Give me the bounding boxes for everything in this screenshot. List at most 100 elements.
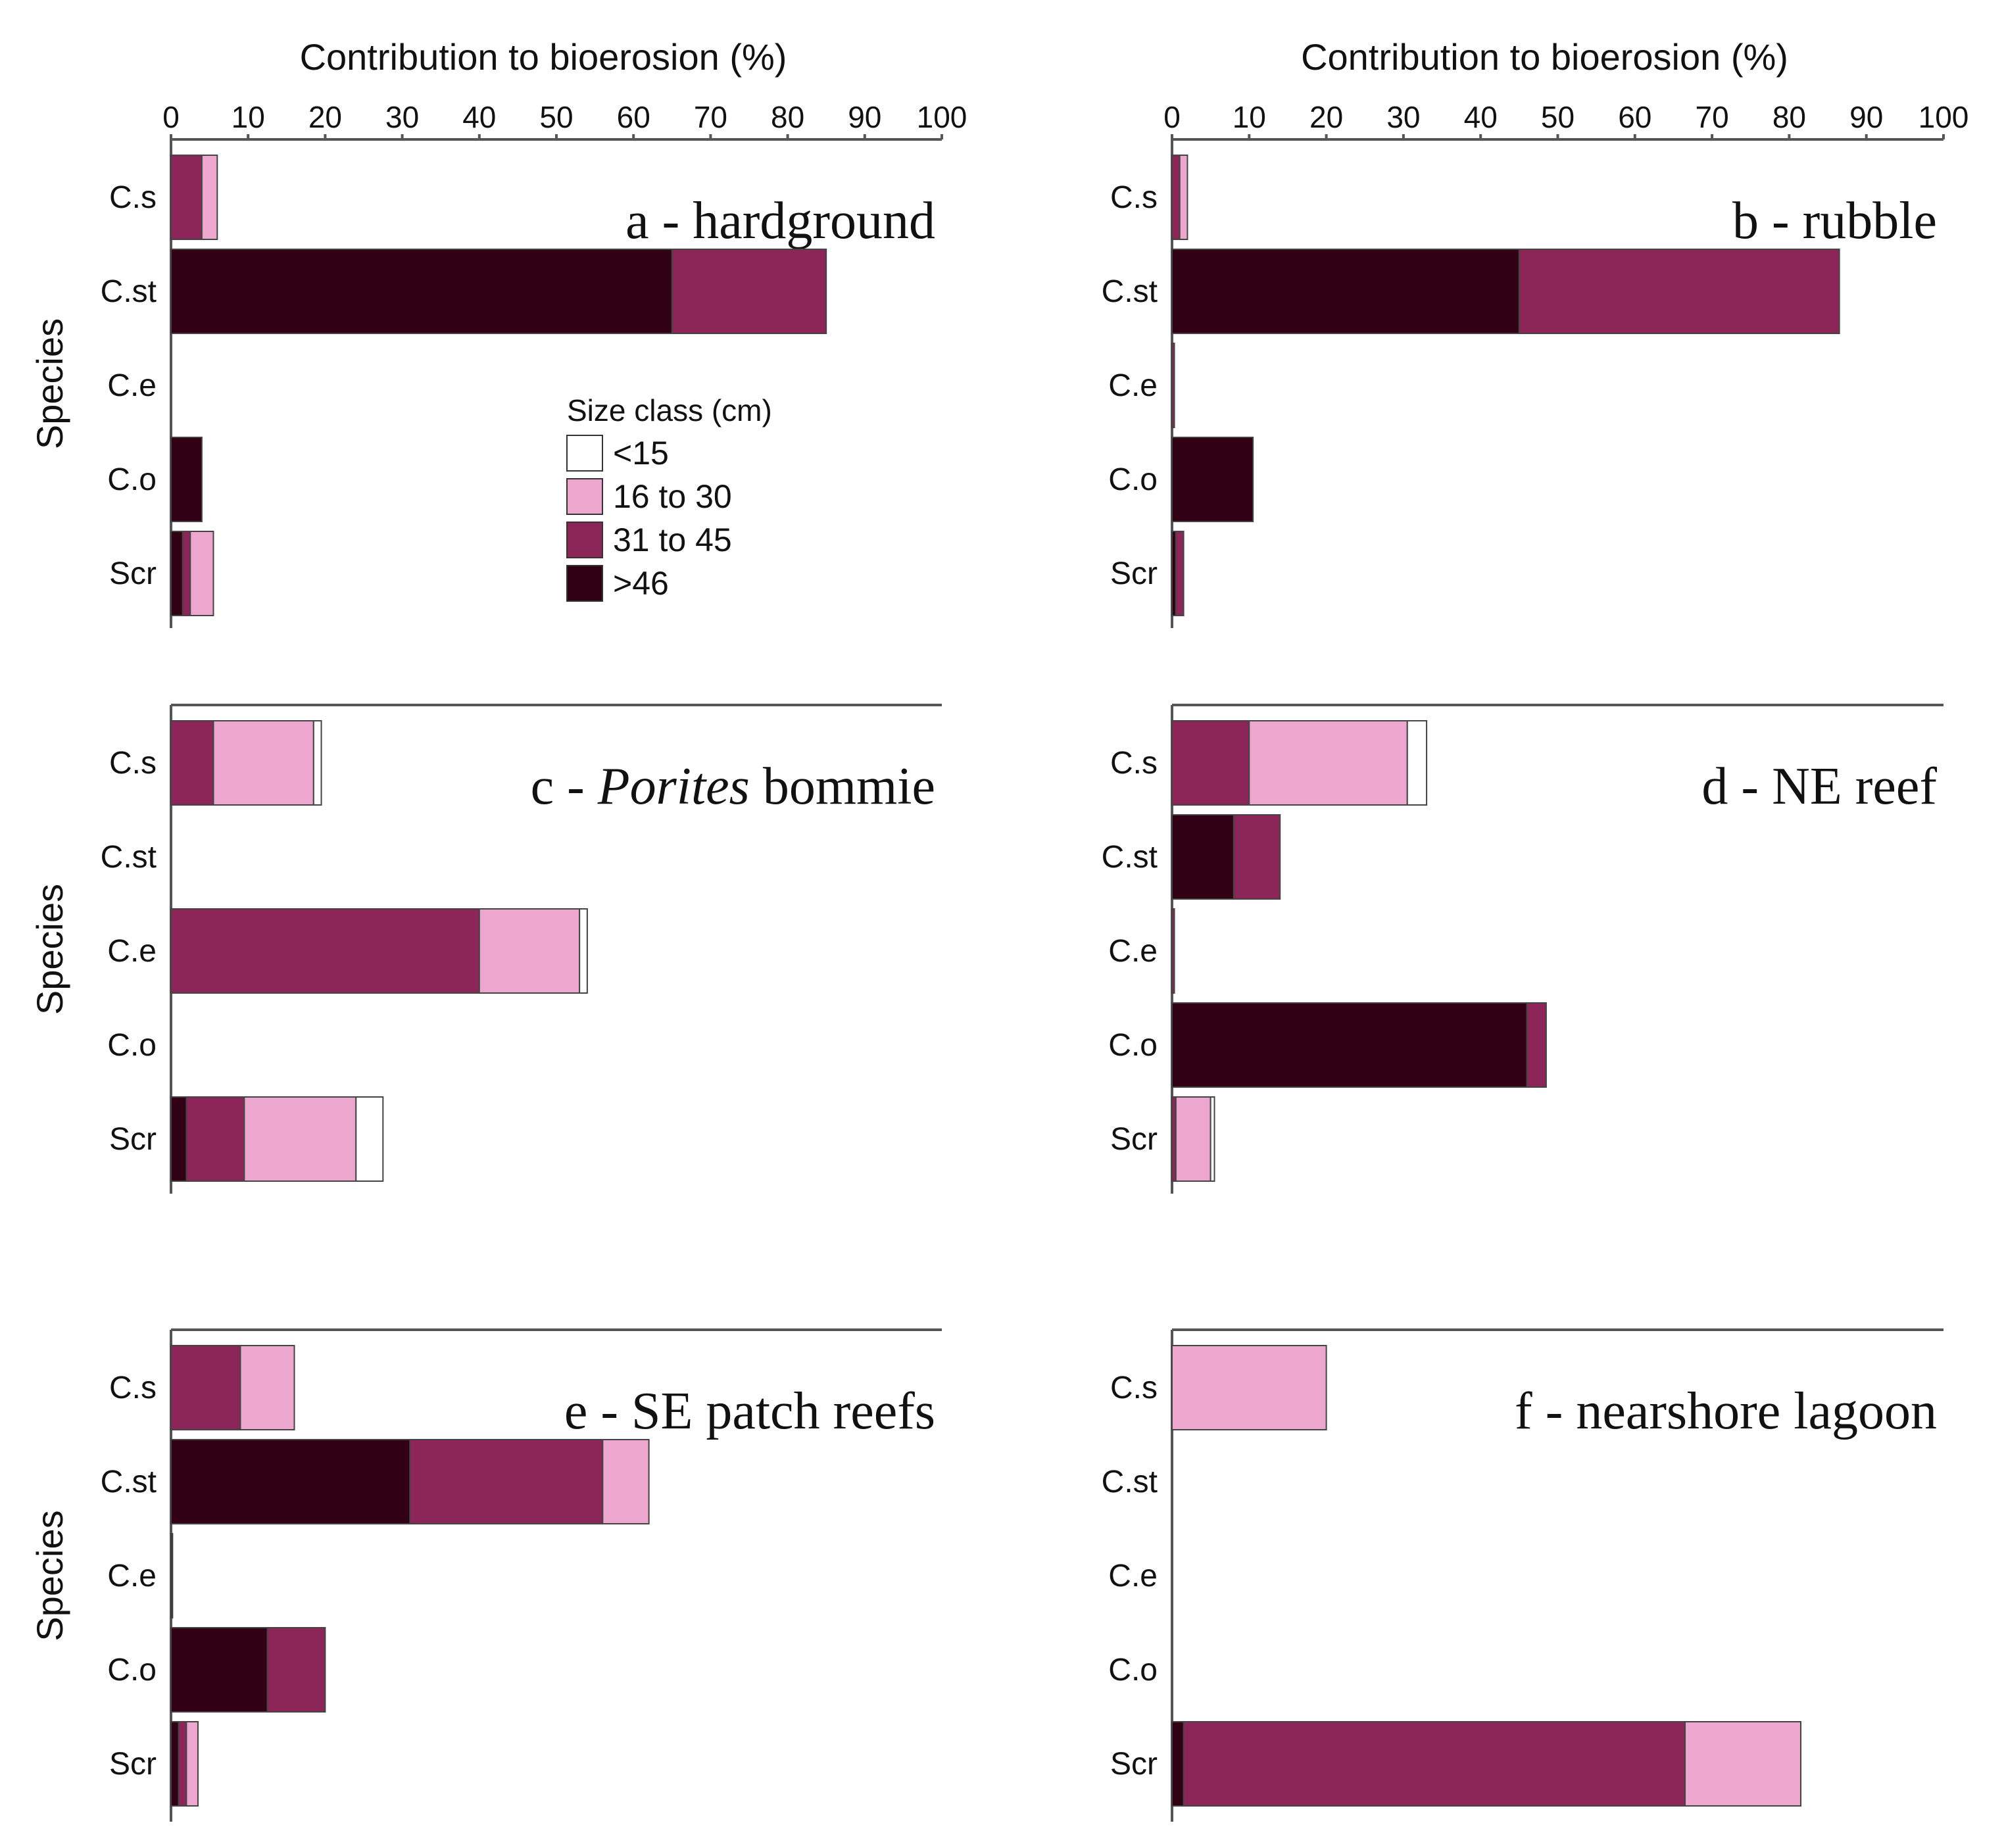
- bar-Scr-s16_30: [1684, 1721, 1801, 1807]
- x-tick-label: 50: [1541, 100, 1575, 134]
- category-label: C.st: [1102, 1465, 1158, 1499]
- panel-title: e - SE patch reefs: [564, 1382, 935, 1440]
- legend-label: >46: [613, 565, 669, 602]
- bar-C.st-s31_45: [671, 249, 827, 334]
- category-label: C.e: [1108, 934, 1158, 969]
- category-label: Scr: [1110, 556, 1158, 591]
- x-tick-label: 20: [1309, 100, 1343, 134]
- bar-C.s-s16_30: [1248, 720, 1408, 806]
- legend-label: <15: [613, 435, 669, 472]
- category-label: C.s: [109, 1371, 157, 1405]
- bar-C.e-s31_45: [1171, 343, 1175, 428]
- category-label: C.o: [107, 462, 157, 497]
- category-label: C.o: [107, 1028, 157, 1063]
- category-label: C.s: [1110, 180, 1158, 215]
- category-label: C.e: [1108, 1559, 1158, 1593]
- bar-C.s-lt15: [1406, 720, 1428, 806]
- bar-C.e-s16_30: [478, 908, 581, 994]
- x-tick-label: 60: [1618, 100, 1651, 134]
- bar-C.o-gt46: [170, 437, 203, 522]
- bar-Scr-gt46: [170, 531, 183, 616]
- bar-Scr-s31_45: [1175, 531, 1185, 616]
- panel-title-prefix: c -: [531, 758, 598, 815]
- category-label: C.o: [1108, 462, 1158, 497]
- legend-label: 31 to 45: [613, 522, 732, 558]
- bar-C.st-gt46: [170, 1439, 411, 1524]
- bar-C.st-gt46: [1171, 249, 1520, 334]
- y-axis-title: Species: [29, 318, 70, 449]
- x-tick-label: 50: [539, 100, 573, 134]
- bar-Scr-gt46: [170, 1096, 187, 1182]
- bar-C.st-gt46: [170, 249, 673, 334]
- category-label: C.e: [107, 368, 157, 403]
- category-label: Scr: [1110, 1122, 1158, 1157]
- panel-f: f - nearshore lagoon C.s C.st C.e C.o Scr: [1102, 1328, 1943, 1822]
- panel-e: Species e - SE patch reefs C.s C.st C.e C.o Sc…: [29, 1328, 942, 1822]
- bar-C.s-s16_30: [201, 155, 218, 240]
- x-tick-label: 100: [1918, 100, 1969, 134]
- x-tick-label: 90: [1849, 100, 1883, 134]
- category-label: Scr: [109, 556, 157, 591]
- bar-C.o-gt46: [1171, 1002, 1528, 1088]
- bar-C.s-s16_30: [1171, 1345, 1327, 1430]
- y-axis-title: Species: [29, 884, 70, 1015]
- bar-C.s-s31_45: [1171, 720, 1250, 806]
- panel-a: 0 10 20 30 40 50 60 70 80 90 100 Contribution to bi…: [29, 36, 967, 628]
- panel-title: a - hardground: [625, 192, 935, 250]
- bar-C.s-s16_30: [239, 1345, 295, 1430]
- bar-C.s-s31_45: [170, 155, 203, 240]
- category-label: Scr: [109, 1747, 157, 1782]
- x-tick-label: 20: [308, 100, 342, 134]
- legend-swatch: [566, 478, 603, 515]
- legend-swatch: [566, 565, 603, 602]
- legend: Size class (cm) <15 16 to 30 31 to 45 >46: [566, 393, 772, 602]
- bar-C.e-gt46: [170, 1533, 174, 1618]
- legend-swatch: [566, 435, 603, 472]
- category-label: C.st: [1102, 274, 1158, 309]
- bar-C.s-s16_30: [212, 720, 314, 806]
- category-label: C.st: [101, 840, 157, 875]
- category-label: C.o: [1108, 1653, 1158, 1688]
- category-label: C.e: [107, 934, 157, 969]
- panel-d: d - NE reef C.s C.st C.e C.o Scr: [1102, 704, 1943, 1194]
- y-axis-title: Species: [29, 1510, 70, 1641]
- x-tick-label: 40: [462, 100, 496, 134]
- x-axis-title: Contribution to bioerosion (%): [1301, 36, 1788, 78]
- bar-Scr-s31_45: [1183, 1721, 1686, 1807]
- bar-C.s-lt15: [312, 720, 322, 806]
- bar-C.st-s31_45: [1518, 249, 1840, 334]
- bar-C.e-s31_45: [1171, 908, 1175, 994]
- bar-Scr-gt46: [1171, 1721, 1185, 1807]
- bar-C.s-s16_30: [1179, 155, 1188, 240]
- bar-C.s-s31_45: [170, 720, 214, 806]
- panel-title-rest: bommie: [750, 758, 935, 815]
- panel-title: d - NE reef: [1701, 758, 1937, 815]
- x-tick-label: 30: [385, 100, 419, 134]
- x-tick-label: 0: [1163, 100, 1181, 134]
- category-label: C.e: [1108, 368, 1158, 403]
- x-tick-label: 40: [1464, 100, 1498, 134]
- bar-C.o-gt46: [170, 1627, 268, 1713]
- category-label: C.s: [1110, 1371, 1158, 1405]
- panel-c: Species c - Porites bommie C.s C.st C.e C.o Sc…: [29, 704, 942, 1194]
- bar-C.e-s31_45: [170, 908, 480, 994]
- x-tick-label: 70: [694, 100, 727, 134]
- bar-Scr-gt46: [170, 1721, 180, 1807]
- bar-C.st-gt46: [1171, 814, 1234, 900]
- x-tick-label: 80: [771, 100, 804, 134]
- x-tick-label: 90: [848, 100, 881, 134]
- category-label: Scr: [1110, 1747, 1158, 1782]
- x-tick-label: 30: [1386, 100, 1420, 134]
- bar-Scr-s16_30: [243, 1096, 357, 1182]
- bar-C.s-s31_45: [1171, 155, 1181, 240]
- category-label: C.s: [109, 180, 157, 215]
- category-label: C.st: [101, 274, 157, 309]
- x-tick-label: 70: [1696, 100, 1729, 134]
- bar-C.o-gt46: [1171, 437, 1254, 522]
- bar-C.st-s31_45: [409, 1439, 604, 1524]
- bar-C.o-s31_45: [1526, 1002, 1547, 1088]
- x-tick-label: 80: [1772, 100, 1806, 134]
- x-tick-label: 10: [232, 100, 265, 134]
- x-tick-label: 0: [162, 100, 180, 134]
